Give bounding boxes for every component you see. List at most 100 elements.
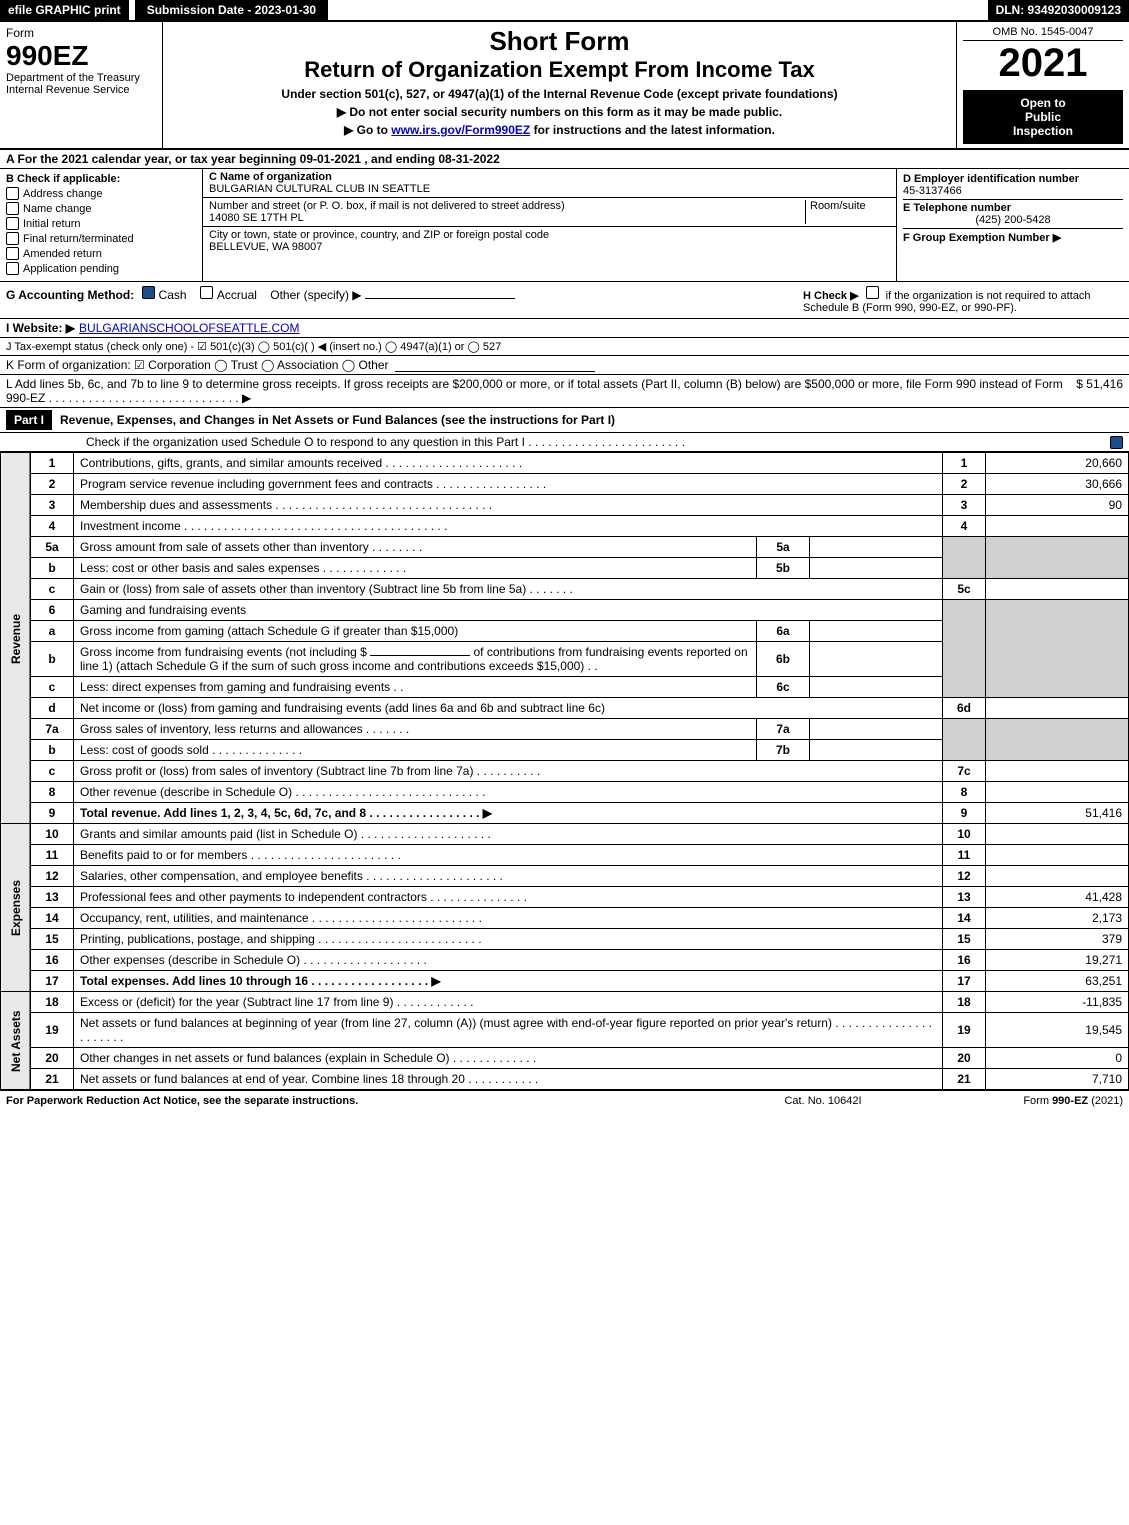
shaded-cell [943,600,986,698]
dept-irs: Internal Revenue Service [6,84,156,96]
line-desc: Less: cost or other basis and sales expe… [74,558,757,579]
street-block: Number and street (or P. O. box, if mail… [203,198,896,227]
sub-ref: 6b [757,642,810,677]
room-label: Room/suite [805,200,890,224]
line-num: 2 [30,474,74,495]
line-desc: Printing, publications, postage, and shi… [74,929,943,950]
line-desc: Benefits paid to or for members . . . . … [74,845,943,866]
row-h: H Check ▶ if the organization is not req… [803,286,1123,314]
under-section: Under section 501(c), 527, or 4947(a)(1)… [169,87,950,101]
row-g: G Accounting Method: Cash Accrual Other … [6,286,803,314]
checkbox-icon [6,217,19,230]
line-ref: 16 [943,950,986,971]
part1-checkbox-icon [1110,436,1123,449]
line-amount [986,782,1129,803]
line-amount: 41,428 [986,887,1129,908]
line-amount: 51,416 [986,803,1129,824]
cb-cash-icon [142,286,155,299]
open-public-badge: Open to Public Inspection [963,90,1123,144]
footer-right-bold: 990-EZ [1052,1095,1088,1107]
line-desc: Other changes in net assets or fund bala… [74,1048,943,1069]
side-label-revenue: Revenue [1,453,31,824]
tel-label: E Telephone number [903,202,1123,214]
line-6d: d Net income or (loss) from gaming and f… [1,698,1129,719]
line-num: c [30,579,74,600]
line-6: 6 Gaming and fundraising events [1,600,1129,621]
header-left: Form 990EZ Department of the Treasury In… [0,22,163,148]
city-value: BELLEVUE, WA 98007 [209,241,890,253]
line-desc: Salaries, other compensation, and employ… [74,866,943,887]
tel-value: (425) 200-5428 [903,214,1123,226]
city-label: City or town, state or province, country… [209,229,890,241]
row-k: K Form of organization: ☑ Corporation ◯ … [0,356,1129,375]
shaded-cell [943,719,986,761]
line-amount [986,516,1129,537]
checkbox-icon [6,232,19,245]
info-grid: B Check if applicable: Address change Na… [0,169,1129,282]
g-label: G Accounting Method: [6,288,134,302]
checkbox-icon [6,247,19,260]
section-a: A For the 2021 calendar year, or tax yea… [0,150,1129,169]
line-amount: 30,666 [986,474,1129,495]
line-amount: 0 [986,1048,1129,1069]
irs-link[interactable]: www.irs.gov/Form990EZ [391,123,530,137]
line-num: 3 [30,495,74,516]
sub-amount [810,621,943,642]
line-amount: 2,173 [986,908,1129,929]
line-num: 15 [30,929,74,950]
line-ref: 17 [943,971,986,992]
omb-number: OMB No. 1545-0047 [963,26,1123,41]
cb-final-return[interactable]: Final return/terminated [6,232,196,245]
column-c: C Name of organization BULGARIAN CULTURA… [203,169,897,281]
g-cash: Cash [159,288,187,302]
line-desc: Grants and similar amounts paid (list in… [74,824,943,845]
line-desc: Professional fees and other payments to … [74,887,943,908]
header-center: Short Form Return of Organization Exempt… [163,22,956,148]
side-label-net-assets: Net Assets [1,992,31,1090]
line-num: 9 [30,803,74,824]
cb-address-change[interactable]: Address change [6,187,196,200]
line-ref: 19 [943,1013,986,1048]
line-num: b [30,558,74,579]
cb-application-pending[interactable]: Application pending [6,262,196,275]
line-amount: 7,710 [986,1069,1129,1090]
line-amount: 63,251 [986,971,1129,992]
part1-label: Part I [6,410,52,430]
street-label: Number and street (or P. O. box, if mail… [209,200,805,212]
column-b: B Check if applicable: Address change Na… [0,169,203,281]
instr2-pre: ▶ Go to [344,123,391,137]
line-1: Revenue 1 Contributions, gifts, grants, … [1,453,1129,474]
line-5c: c Gain or (loss) from sale of assets oth… [1,579,1129,600]
line-num: 8 [30,782,74,803]
line-ref: 5c [943,579,986,600]
line-2: 2 Program service revenue including gove… [1,474,1129,495]
g-accrual: Accrual [217,288,257,302]
instruction-1: ▶ Do not enter social security numbers o… [169,105,950,119]
website-link[interactable]: BULGARIANSCHOOLOFSEATTLE.COM [79,321,299,335]
sub-amount [810,537,943,558]
line-ref: 7c [943,761,986,782]
line-amount: 19,271 [986,950,1129,971]
line-12: 12 Salaries, other compensation, and emp… [1,866,1129,887]
line-20: 20 Other changes in net assets or fund b… [1,1048,1129,1069]
cb-initial-return[interactable]: Initial return [6,217,196,230]
line-num: 11 [30,845,74,866]
line-16: 16 Other expenses (describe in Schedule … [1,950,1129,971]
shaded-cell [986,537,1129,579]
line-num: 18 [30,992,74,1013]
line-desc: Excess or (deficit) for the year (Subtra… [74,992,943,1013]
cb-name-change[interactable]: Name change [6,202,196,215]
line-ref: 15 [943,929,986,950]
cb-amended-return[interactable]: Amended return [6,247,196,260]
line-num: a [30,621,74,642]
sub-ref: 5a [757,537,810,558]
line-amount [986,845,1129,866]
line-amount: 19,545 [986,1013,1129,1048]
open-line3: Inspection [967,124,1119,138]
ein-label: D Employer identification number [903,173,1123,185]
cb-label: Amended return [23,248,102,260]
line-num: c [30,761,74,782]
checkbox-icon [6,262,19,275]
cb-label: Address change [23,188,103,200]
line-ref: 10 [943,824,986,845]
